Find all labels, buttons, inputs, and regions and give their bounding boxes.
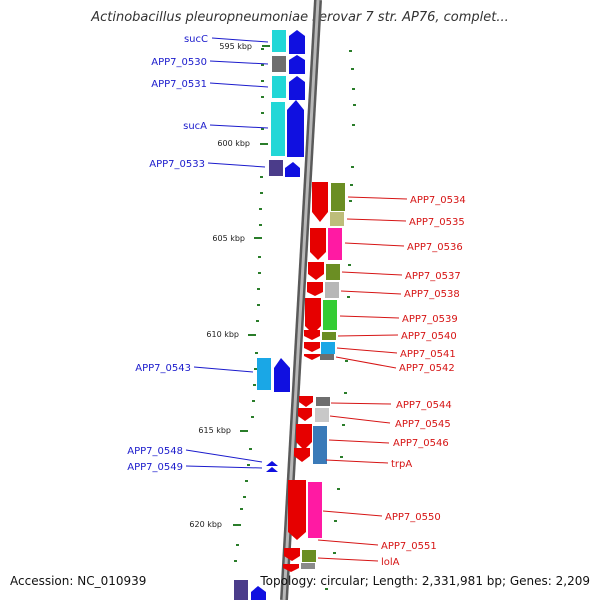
kbp-label: 615 kbp: [198, 426, 231, 435]
gene-label-trpA[interactable]: trpA: [391, 459, 412, 470]
forward-gene-arrows: [251, 30, 305, 600]
gene-label-app7-0539[interactable]: APP7_0539: [402, 314, 458, 325]
topology-summary: Topology: circular; Length: 2,331,981 bp…: [260, 574, 590, 588]
gene-label-lolA[interactable]: lolA: [381, 557, 400, 568]
gene-label-app7-0550[interactable]: APP7_0550: [385, 512, 441, 523]
gene-label-app7-0548[interactable]: APP7_0548: [127, 446, 183, 457]
minor-ticks-left: [234, 48, 264, 562]
kbp-label: 600 kbp: [217, 139, 250, 148]
gene-label-app7-0549[interactable]: APP7_0549: [127, 462, 183, 473]
gene-label-app7-0541[interactable]: APP7_0541: [400, 349, 456, 360]
gene-labels-right: APP7_0534 APP7_0535 APP7_0536 APP7_0537 …: [381, 195, 466, 568]
gene-label-app7-0538[interactable]: APP7_0538: [404, 289, 460, 300]
gene-label-app7-0534[interactable]: APP7_0534: [410, 195, 466, 206]
cog-boxes-right: [301, 183, 345, 569]
leader-lines-left: [185, 37, 269, 469]
kbp-scale: 595 kbp 600 kbp 605 kbp 610 kbp 615 kbp …: [189, 42, 270, 529]
gene-label-app7-0535[interactable]: APP7_0535: [409, 217, 465, 228]
gene-label-app7-0544[interactable]: APP7_0544: [396, 400, 452, 411]
gene-label-app7-0546[interactable]: APP7_0546: [393, 438, 449, 449]
gene-label-sucC[interactable]: sucC: [184, 34, 208, 45]
gene-label-app7-0542[interactable]: APP7_0542: [399, 363, 455, 374]
cog-boxes-left: [234, 30, 286, 600]
gene-label-app7-0530[interactable]: APP7_0530: [151, 57, 207, 68]
gene-label-app7-0551[interactable]: APP7_0551: [381, 541, 437, 552]
reverse-gene-arrows: [283, 182, 328, 572]
map-title: Actinobacillus pleuropneumoniae serovar …: [91, 10, 509, 25]
gene-label-app7-0543[interactable]: APP7_0543: [135, 363, 191, 374]
gene-label-sucA[interactable]: sucA: [183, 121, 207, 132]
kbp-label: 605 kbp: [212, 234, 245, 243]
gene-label-app7-0545[interactable]: APP7_0545: [395, 419, 451, 430]
minor-ticks-right: [325, 50, 356, 590]
leader-lines-right: [317, 196, 408, 562]
kbp-label: 620 kbp: [189, 520, 222, 529]
gene-labels-left: sucC APP7_0530 APP7_0531 sucA APP7_0533 …: [127, 34, 208, 473]
kbp-label: 610 kbp: [206, 330, 239, 339]
accession-text: Accession: NC_010939: [10, 574, 147, 588]
gene-label-app7-0540[interactable]: APP7_0540: [401, 331, 457, 342]
gene-label-app7-0536[interactable]: APP7_0536: [407, 242, 463, 253]
kbp-label: 595 kbp: [219, 42, 252, 51]
gene-label-app7-0531[interactable]: APP7_0531: [151, 79, 207, 90]
gene-label-app7-0533[interactable]: APP7_0533: [149, 159, 205, 170]
gene-label-app7-0537[interactable]: APP7_0537: [405, 271, 461, 282]
